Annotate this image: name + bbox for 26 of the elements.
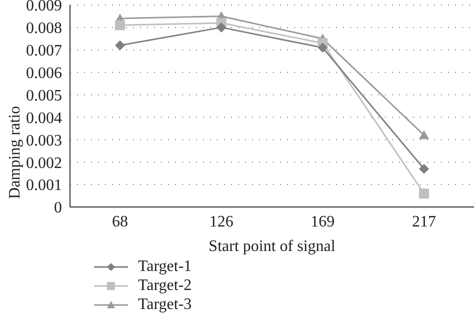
y-tick-label: 0.009 (26, 0, 62, 15)
point (419, 164, 429, 174)
y-tick-label: 0.001 (26, 177, 62, 194)
x-tick-label: 169 (310, 213, 335, 230)
point (216, 22, 226, 32)
legend-label: Target-1 (138, 258, 192, 276)
y-tick-label: 0.005 (26, 87, 62, 104)
y-axis-title: Damping ratio (6, 106, 24, 199)
point (115, 40, 125, 50)
y-tick-label: 0.007 (26, 42, 62, 60)
y-tick-label: 0.002 (26, 154, 62, 172)
legend-label: Target-2 (138, 276, 192, 294)
point (318, 42, 328, 53)
point (419, 130, 429, 140)
x-axis-title: Start point of signal (208, 238, 336, 255)
y-tick-label: 0.008 (26, 20, 62, 38)
point (115, 20, 125, 30)
x-tick-label: 126 (209, 213, 234, 230)
legend-label: Target-3 (138, 296, 192, 314)
x-tick-label: 68 (112, 213, 128, 230)
y-tick-label: 0.003 (26, 132, 62, 150)
y-tick-label: 0 (54, 200, 62, 217)
y-tick-label: 0.006 (26, 65, 62, 82)
point (419, 188, 429, 199)
x-tick-label: 217 (412, 213, 436, 230)
y-tick-label: 0.004 (26, 110, 62, 127)
